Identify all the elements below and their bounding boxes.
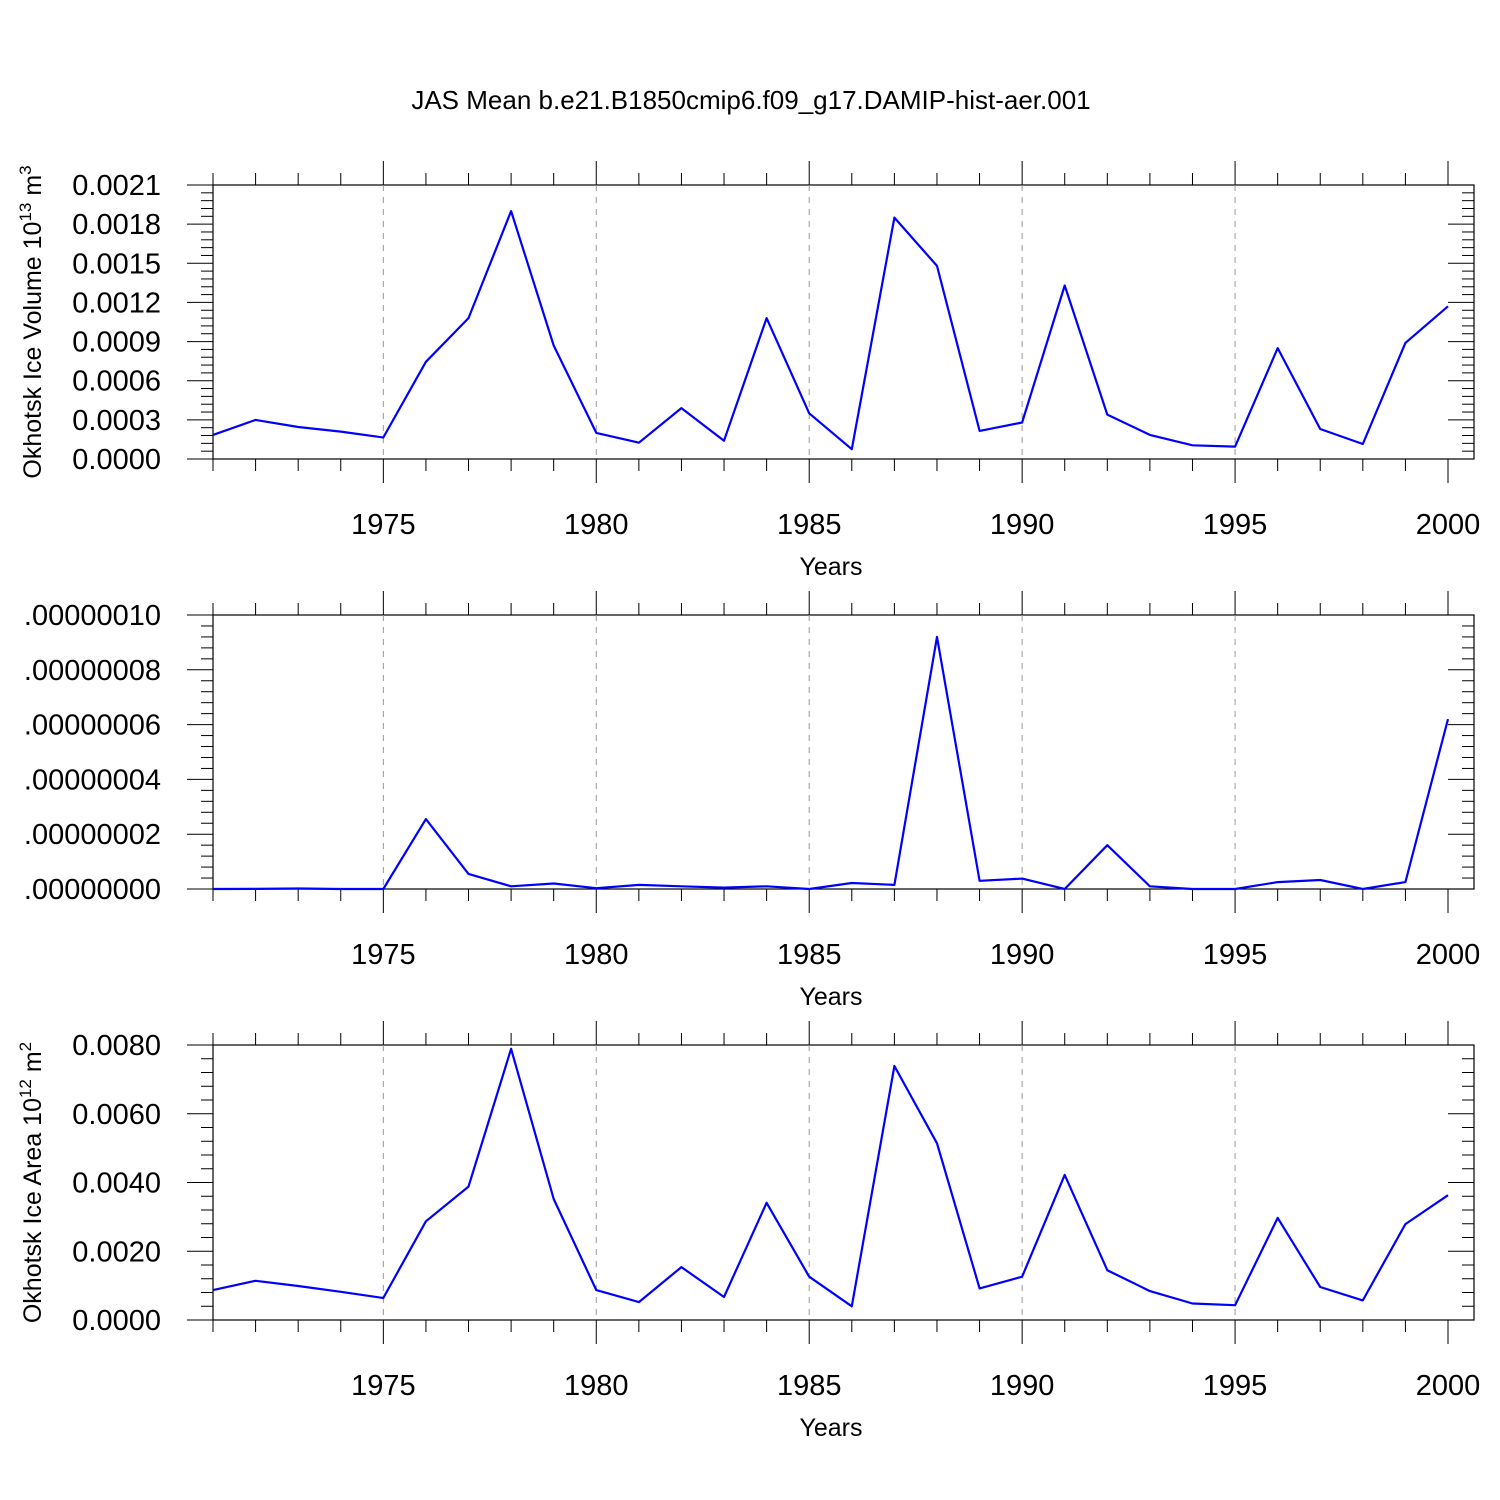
x-tick-label: 2000 (1416, 509, 1481, 541)
y-tick-label: .00000008 (24, 655, 161, 687)
chart-title: JAS Mean b.e21.B1850cmip6.f09_g17.DAMIP-… (411, 85, 1090, 115)
x-tick-label: 1985 (777, 509, 842, 541)
x-tick-label: 1995 (1203, 939, 1268, 971)
plot-frame (212, 1044, 1475, 1321)
y-axis-label: Okhotsk Ice Area 1012 m2 (16, 1042, 47, 1323)
y-axis-label-exponent: 12 (16, 1079, 35, 1098)
y-tick-label: 0.0000 (72, 444, 161, 476)
y-tick-label: 0.0000 (72, 1305, 161, 1337)
panel-3: 0.0000 0.0020 0.0040 0.0060 0.0080 1975 1980 19… (16, 1021, 1480, 1442)
y-tick-label: .00000002 (24, 819, 161, 851)
x-tick-label: 1985 (777, 939, 842, 971)
x-tick-label: 2000 (1416, 939, 1481, 971)
x-tick-label: 1985 (777, 1370, 842, 1402)
series-line (212, 635, 1450, 891)
y-axis-label-exponent: 2 (16, 1042, 35, 1051)
y-axis-label-exponent: 13 (16, 203, 35, 222)
y-tick-label: .00000006 (24, 710, 161, 742)
y-tick-label: 0.0080 (72, 1030, 161, 1062)
y-axis-label-text: Okhotsk Ice Area 10 (19, 1098, 47, 1323)
y-tick-label: 0.0021 (72, 170, 161, 202)
x-tick-label: 1980 (564, 509, 629, 541)
x-tick-label: 1990 (990, 509, 1055, 541)
x-tick-label: 1980 (564, 1370, 629, 1402)
x-tick-label: 1975 (351, 939, 416, 971)
y-axis-label-text: m (19, 1051, 47, 1079)
x-axis-label: Years (799, 983, 862, 1011)
plot-frame (212, 184, 1475, 460)
panel-1: 0.0000 0.0003 0.0006 0.0009 0.0012 0.0015 0.00… (16, 161, 1480, 581)
y-tick-label: 0.0015 (72, 248, 161, 280)
y-axis-label-text: Okhotsk Ice Volume 10 (19, 222, 47, 479)
x-axis-label: Years (799, 553, 862, 581)
plot-frame (212, 614, 1475, 890)
y-tick-label: .00000004 (24, 764, 161, 796)
x-tick-label: 1995 (1203, 1370, 1268, 1402)
y-axis-label-exponent: 3 (16, 165, 35, 174)
y-axis-label-text: m (19, 175, 47, 203)
x-tick-label: 1990 (990, 1370, 1055, 1402)
panel-2: .00000000 .00000002 .00000004 .00000006 .000… (24, 591, 1480, 1011)
y-tick-label: 0.0009 (72, 327, 161, 359)
y-tick-label: .00000010 (24, 600, 161, 632)
y-tick-label: 0.0040 (72, 1168, 161, 1200)
panels: 0.0000 0.0003 0.0006 0.0009 0.0012 0.0015 0.00… (16, 161, 1480, 1442)
y-tick-label: .00000000 (24, 874, 161, 906)
y-axis-label: Okhotsk Ice Volume 1013 m3 (16, 165, 47, 478)
y-tick-label: 0.0018 (72, 209, 161, 241)
y-tick-label: 0.0020 (72, 1236, 161, 1268)
x-tick-label: 1980 (564, 939, 629, 971)
y-tick-label: 0.0060 (72, 1099, 161, 1131)
x-axis-label: Years (799, 1414, 862, 1442)
y-tick-label: 0.0006 (72, 366, 161, 398)
series-line (212, 1047, 1449, 1308)
x-tick-label: 1975 (351, 1370, 416, 1402)
x-tick-label: 2000 (1416, 1370, 1481, 1402)
x-tick-label: 1975 (351, 509, 416, 541)
y-tick-label: 0.0012 (72, 287, 161, 319)
y-tick-label: 0.0003 (72, 405, 161, 437)
x-tick-label: 1990 (990, 939, 1055, 971)
series-line (212, 210, 1449, 451)
x-tick-label: 1995 (1203, 509, 1268, 541)
